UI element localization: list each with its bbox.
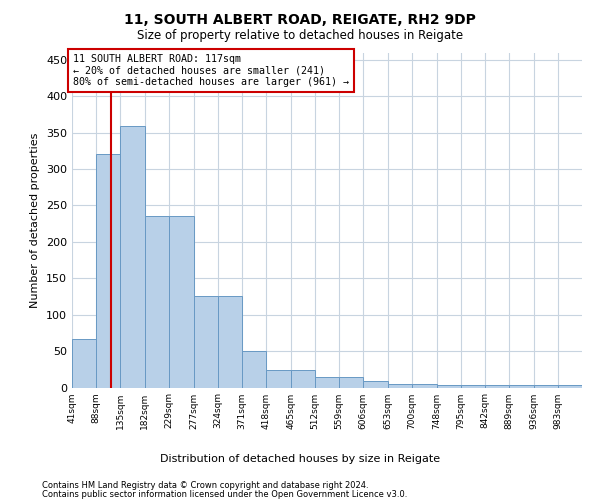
Bar (242, 351, 266, 388)
Bar (388, 384, 412, 388)
Text: Size of property relative to detached houses in Reigate: Size of property relative to detached ho… (137, 29, 463, 42)
Bar (412, 384, 437, 388)
Bar (437, 384, 461, 388)
Bar (72, 338, 96, 388)
Bar (121, 126, 145, 388)
Bar (364, 381, 388, 388)
Bar (509, 386, 533, 388)
Y-axis label: Number of detached properties: Number of detached properties (31, 132, 40, 308)
Bar (315, 378, 339, 388)
Bar (266, 370, 290, 388)
Bar (194, 296, 218, 388)
Bar (533, 386, 558, 388)
Bar (218, 296, 242, 388)
Text: Distribution of detached houses by size in Reigate: Distribution of detached houses by size … (160, 454, 440, 464)
Bar (461, 386, 485, 388)
Bar (290, 370, 315, 388)
Bar (339, 378, 364, 388)
Text: 11, SOUTH ALBERT ROAD, REIGATE, RH2 9DP: 11, SOUTH ALBERT ROAD, REIGATE, RH2 9DP (124, 12, 476, 26)
Text: Contains HM Land Registry data © Crown copyright and database right 2024.: Contains HM Land Registry data © Crown c… (42, 481, 368, 490)
Bar (169, 216, 194, 388)
Text: 11 SOUTH ALBERT ROAD: 117sqm
← 20% of detached houses are smaller (241)
80% of s: 11 SOUTH ALBERT ROAD: 117sqm ← 20% of de… (73, 54, 349, 88)
Bar (96, 154, 121, 388)
Bar (485, 386, 509, 388)
Bar (558, 386, 582, 388)
Text: Contains public sector information licensed under the Open Government Licence v3: Contains public sector information licen… (42, 490, 407, 499)
Bar (145, 216, 169, 388)
